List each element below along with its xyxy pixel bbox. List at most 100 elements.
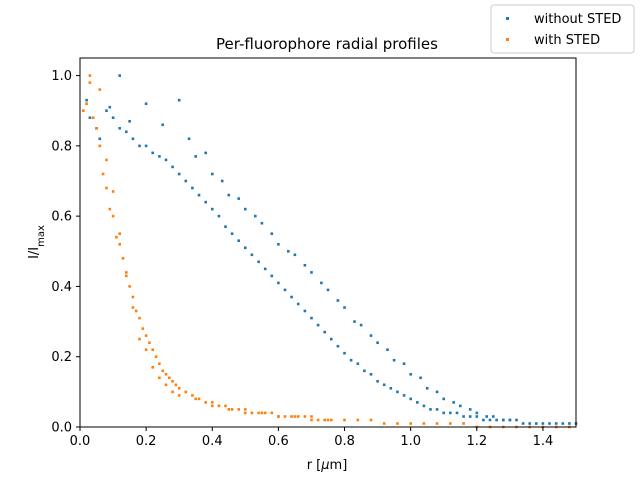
data-point bbox=[475, 411, 479, 415]
data-point bbox=[154, 355, 158, 358]
data-point bbox=[326, 418, 330, 422]
data-point bbox=[211, 404, 214, 408]
data-point bbox=[369, 334, 373, 337]
y-tick-label: 1.0 bbox=[51, 69, 72, 84]
data-point bbox=[111, 214, 115, 218]
data-point bbox=[131, 295, 135, 299]
data-point bbox=[429, 408, 432, 411]
data-point bbox=[197, 397, 201, 401]
data-point bbox=[488, 418, 492, 422]
legend-label-with-sted: with STED bbox=[534, 33, 600, 48]
data-point bbox=[115, 235, 118, 239]
data-point bbox=[263, 411, 267, 415]
data-point bbox=[197, 193, 201, 197]
data-point bbox=[158, 362, 161, 365]
series-without-sted bbox=[85, 74, 578, 425]
data-point bbox=[244, 411, 247, 415]
data-point bbox=[568, 422, 571, 425]
x-tick-label: 1.0 bbox=[400, 434, 421, 449]
data-point bbox=[111, 116, 115, 119]
data-point bbox=[144, 144, 148, 148]
data-point bbox=[495, 418, 498, 422]
data-point bbox=[402, 394, 406, 397]
data-point bbox=[131, 137, 135, 141]
data-point bbox=[204, 401, 207, 404]
data-point bbox=[125, 271, 128, 274]
data-point bbox=[425, 387, 429, 390]
data-point bbox=[171, 390, 174, 394]
data-point bbox=[303, 415, 307, 418]
data-point bbox=[95, 127, 98, 130]
data-point bbox=[356, 418, 360, 422]
data-point bbox=[174, 383, 178, 387]
x-axis-label: r [μm] bbox=[307, 458, 348, 473]
data-point bbox=[105, 109, 108, 112]
data-point bbox=[82, 109, 85, 112]
data-point bbox=[254, 214, 257, 218]
data-point bbox=[224, 404, 227, 408]
data-point bbox=[449, 422, 452, 425]
data-point bbox=[118, 243, 121, 246]
data-point bbox=[310, 415, 313, 418]
x-tick-label: 0.6 bbox=[268, 434, 289, 449]
x-tick-label: 0.2 bbox=[136, 434, 157, 449]
data-point bbox=[316, 323, 320, 327]
data-point bbox=[293, 415, 297, 418]
data-point bbox=[244, 246, 247, 250]
chart-title: Per-fluorophore radial profiles bbox=[216, 35, 438, 53]
data-point bbox=[492, 415, 495, 418]
data-point bbox=[343, 418, 346, 422]
data-point bbox=[144, 102, 148, 105]
data-point bbox=[148, 341, 151, 344]
data-point bbox=[230, 408, 234, 411]
data-point bbox=[435, 408, 439, 411]
data-point bbox=[220, 179, 224, 183]
data-point bbox=[125, 130, 128, 134]
data-point bbox=[462, 422, 465, 425]
data-point bbox=[382, 422, 386, 425]
data-point bbox=[541, 422, 545, 425]
data-point bbox=[376, 341, 379, 344]
data-point bbox=[409, 397, 412, 401]
data-point bbox=[191, 394, 194, 397]
data-point bbox=[91, 116, 95, 119]
data-point bbox=[151, 366, 154, 369]
data-point bbox=[118, 232, 121, 235]
x-tick-label: 0.0 bbox=[70, 434, 91, 449]
data-point bbox=[144, 348, 148, 351]
data-point bbox=[330, 337, 333, 341]
legend: without STED with STED bbox=[490, 4, 635, 54]
data-point bbox=[128, 285, 131, 288]
data-point bbox=[118, 127, 121, 130]
data-point bbox=[131, 306, 135, 309]
data-point bbox=[290, 415, 293, 418]
data-point bbox=[85, 102, 88, 105]
legend-box bbox=[490, 4, 635, 54]
data-point bbox=[121, 257, 125, 260]
points-layer bbox=[82, 74, 578, 429]
data-point bbox=[369, 418, 373, 422]
data-point bbox=[336, 344, 340, 348]
data-point bbox=[111, 190, 115, 193]
data-point bbox=[105, 158, 108, 162]
data-point bbox=[290, 295, 293, 299]
data-point bbox=[230, 232, 234, 235]
data-point bbox=[535, 422, 538, 425]
legend-marker-without-sted bbox=[506, 17, 509, 20]
data-point bbox=[237, 239, 240, 242]
data-point bbox=[211, 401, 214, 404]
data-point bbox=[260, 221, 264, 225]
data-point bbox=[125, 274, 128, 278]
data-point bbox=[442, 411, 445, 415]
data-point bbox=[177, 172, 181, 176]
data-point bbox=[422, 422, 426, 425]
data-point bbox=[287, 250, 290, 253]
data-point bbox=[161, 123, 164, 127]
data-point bbox=[455, 411, 459, 415]
data-point bbox=[435, 390, 439, 394]
data-point bbox=[217, 404, 221, 408]
data-point bbox=[158, 376, 161, 380]
data-point bbox=[356, 362, 360, 365]
data-point bbox=[508, 418, 512, 422]
data-point bbox=[320, 281, 323, 285]
